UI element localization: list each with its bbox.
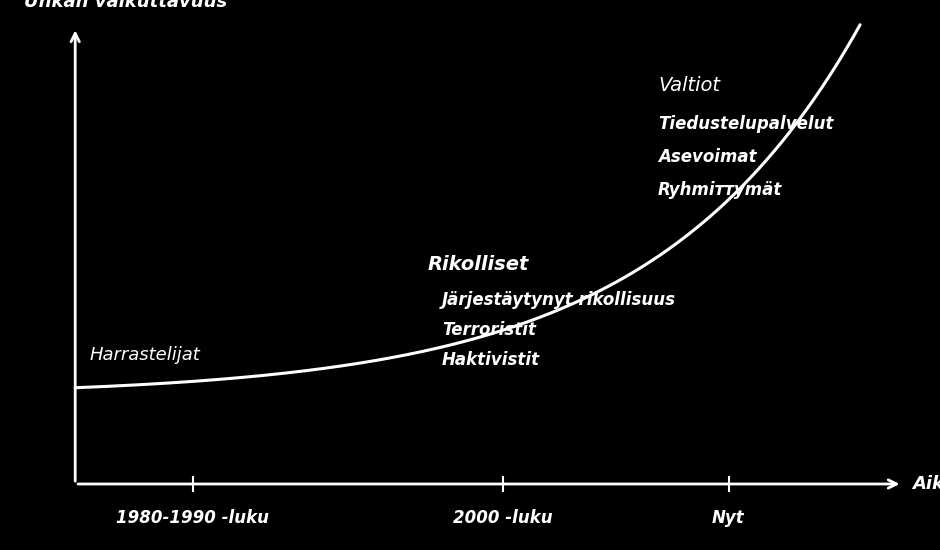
Text: Ryhmiттymät: Ryhmiттymät xyxy=(658,181,782,199)
Text: Uhkan vaikuttavuus: Uhkan vaikuttavuus xyxy=(24,0,227,11)
Text: Valtiot: Valtiot xyxy=(658,76,720,95)
Text: Harrastelijat: Harrastelijat xyxy=(89,346,200,364)
Text: 2000 -luku: 2000 -luku xyxy=(453,509,553,527)
Text: Haktivistit: Haktivistit xyxy=(442,351,540,369)
Text: Terroristit: Terroristit xyxy=(442,321,536,339)
Text: Asevoimat: Asevoimat xyxy=(658,148,757,166)
Text: Tiedustelupalvelut: Tiedustelupalvelut xyxy=(658,115,834,133)
Text: 1980-1990 -luku: 1980-1990 -luku xyxy=(117,509,269,527)
Text: Aika: Aika xyxy=(912,475,940,493)
Text: Nyt: Nyt xyxy=(713,509,744,527)
Text: Rikolliset: Rikolliset xyxy=(428,255,529,273)
Text: Järjestäytynyt rikollisuus: Järjestäytynyt rikollisuus xyxy=(442,291,676,309)
